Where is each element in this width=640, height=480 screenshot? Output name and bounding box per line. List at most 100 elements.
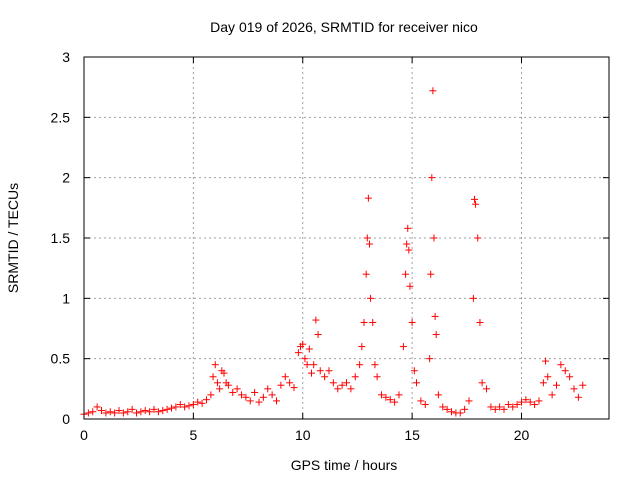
data-point: [290, 384, 298, 392]
data-point: [310, 361, 318, 369]
data-point: [410, 367, 418, 375]
data-point: [557, 361, 565, 369]
data-point: [347, 385, 355, 393]
data-point: [476, 318, 484, 326]
data-point: [124, 408, 132, 416]
data-point: [386, 396, 394, 404]
data-point: [141, 407, 149, 415]
data-point: [472, 200, 480, 208]
y-tick-label: 3: [62, 49, 70, 65]
data-point: [470, 195, 478, 203]
data-point: [93, 403, 101, 411]
data-point: [207, 391, 215, 399]
data-point: [469, 294, 477, 302]
data-point: [431, 312, 439, 320]
data-point: [115, 407, 123, 415]
data-point: [430, 234, 438, 242]
y-tick-label: 0.5: [51, 351, 71, 367]
data-point: [404, 224, 412, 232]
data-point: [367, 294, 375, 302]
data-point: [356, 361, 364, 369]
data-point: [535, 397, 543, 405]
x-axis-label: GPS time / hours: [291, 457, 398, 473]
data-point: [211, 361, 219, 369]
data-point: [461, 405, 469, 413]
data-point: [429, 87, 437, 95]
data-point: [106, 408, 114, 416]
data-point: [255, 398, 263, 406]
data-point: [395, 391, 403, 399]
data-point: [405, 246, 413, 254]
data-point: [443, 405, 451, 413]
data-point: [316, 367, 324, 375]
data-point: [198, 399, 206, 407]
data-point: [553, 381, 560, 389]
data-point: [403, 240, 411, 248]
data-point: [314, 331, 322, 339]
data-point: [500, 405, 508, 413]
data-point: [509, 403, 517, 411]
y-axis-label: SRMTID / TECUs: [5, 183, 21, 293]
data-point: [522, 396, 530, 404]
data-point: [487, 403, 495, 411]
data-point: [574, 393, 582, 401]
data-point: [185, 402, 193, 410]
data-point: [364, 194, 372, 202]
data-point: [371, 361, 379, 369]
data-point: [504, 401, 512, 409]
data-point: [229, 388, 237, 396]
data-point: [220, 369, 228, 377]
data-point: [427, 270, 435, 278]
data-point: [548, 391, 556, 399]
data-point: [465, 397, 473, 405]
data-point: [181, 403, 189, 411]
data-point: [338, 381, 346, 389]
data-point: [439, 403, 447, 411]
data-point: [203, 396, 210, 404]
data-point: [369, 318, 377, 326]
data-point: [448, 408, 455, 416]
data-point: [391, 398, 399, 406]
data-point: [251, 388, 259, 396]
data-point: [89, 408, 97, 416]
data-point: [570, 385, 578, 393]
data-point: [189, 401, 197, 409]
data-point: [358, 343, 366, 351]
chart-title: Day 019 of 2026, SRMTID for receiver nic…: [210, 19, 478, 35]
data-point: [301, 355, 309, 363]
data-point: [362, 270, 370, 278]
data-point: [264, 385, 272, 393]
data-point: [102, 409, 110, 417]
data-point: [242, 393, 250, 401]
data-point: [150, 405, 158, 413]
data-point: [343, 379, 350, 387]
data-point: [321, 373, 329, 381]
data-point: [286, 379, 294, 387]
data-point: [456, 409, 464, 417]
x-tick-label: 0: [80, 427, 88, 443]
data-point: [399, 343, 407, 351]
data-point: [483, 385, 490, 393]
data-point: [496, 403, 504, 411]
data-point: [329, 379, 337, 387]
data-point: [413, 379, 420, 387]
data-point: [163, 405, 171, 413]
data-point: [542, 357, 550, 365]
data-point: [233, 385, 241, 393]
x-tick-label: 10: [295, 427, 311, 443]
data-point: [351, 373, 359, 381]
data-point: [408, 318, 416, 326]
y-tick-label: 0: [62, 411, 70, 427]
data-point: [518, 398, 525, 406]
data-point: [539, 379, 547, 387]
data-point: [168, 404, 175, 412]
data-point: [194, 398, 202, 406]
data-point: [259, 393, 267, 401]
data-point: [133, 409, 140, 417]
data-point: [303, 361, 311, 369]
data-point: [216, 385, 224, 393]
data-point: [373, 373, 381, 381]
data-point: [434, 391, 442, 399]
data-point: [305, 345, 313, 353]
data-point: [128, 405, 136, 413]
